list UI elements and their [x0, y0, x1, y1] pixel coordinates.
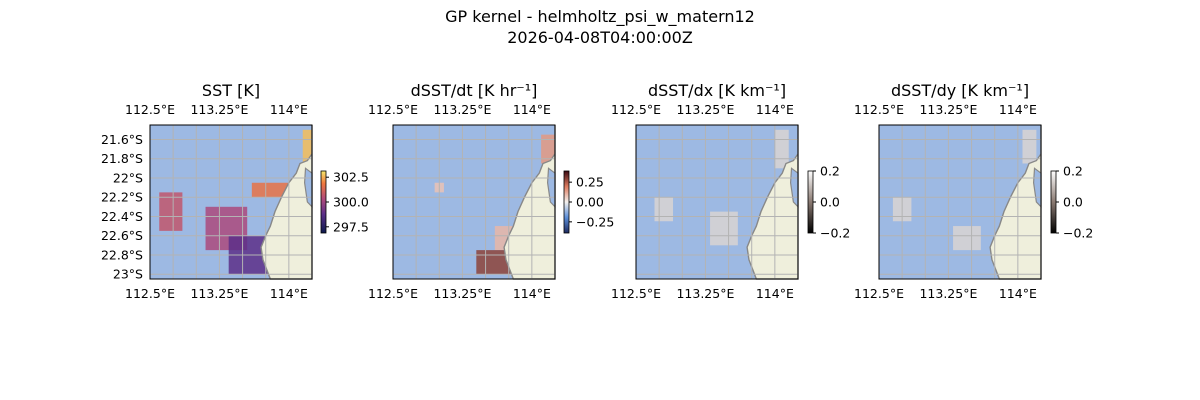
lat-tick-label: 22.2°S	[101, 190, 143, 205]
figure-subtitle: 2026-04-08T04:00:00Z	[507, 28, 693, 47]
panel-title: dSST/dx [K km⁻¹]	[648, 81, 786, 100]
lon-tick-label-bottom: 112.5°E	[611, 286, 661, 301]
chart-panel-3: dSST/dx [K km⁻¹] 112.5°E 112.5°E 113.25°E 11…	[611, 81, 850, 301]
lat-tick-label: 21.6°S	[101, 132, 143, 147]
data-patch	[953, 226, 981, 251]
colorbar	[320, 170, 327, 234]
panel-title: SST [K]	[202, 81, 260, 100]
colorbar-tick-label: 302.5	[333, 170, 369, 185]
lon-tick-label-bottom: 114°E	[513, 286, 551, 301]
colorbar-tick-label: −0.2	[820, 226, 850, 241]
land-area	[503, 125, 556, 280]
lon-tick-label-top: 112.5°E	[611, 102, 661, 117]
colorbar-tick-label: 0.00	[576, 195, 604, 210]
map-frame	[149, 124, 313, 280]
colorbar	[563, 170, 570, 234]
lon-tick-label-bottom: 114°E	[756, 286, 794, 301]
colorbar-tick-label: −0.2	[1063, 226, 1093, 241]
panel-title: dSST/dy [K km⁻¹]	[891, 81, 1029, 100]
chart-panel-4: dSST/dy [K km⁻¹] 112.5°E 112.5°E 113.25°E 11…	[854, 81, 1093, 301]
map-frame	[392, 124, 556, 280]
chart-panel-2: dSST/dt [K hr⁻¹] 112.5°E 112.5°E 113.25°E 11…	[368, 81, 614, 301]
panel-title: dSST/dt [K hr⁻¹]	[411, 81, 538, 100]
lon-tick-label-top: 114°E	[513, 102, 551, 117]
colorbar-tick-label: 0.2	[820, 164, 840, 179]
data-patch	[1022, 129, 1037, 164]
lon-tick-label-bottom: 114°E	[999, 286, 1037, 301]
data-patch	[710, 211, 738, 246]
land-area	[260, 125, 313, 280]
lon-tick-label-bottom: 113.25°E	[433, 286, 491, 301]
lon-tick-label-top: 113.25°E	[919, 102, 977, 117]
colorbar-tick-label: −0.25	[576, 214, 614, 229]
lon-tick-label-top: 114°E	[999, 102, 1037, 117]
lat-tick-label: 22°S	[113, 170, 143, 185]
data-patch	[541, 134, 555, 164]
figure-title: GP kernel - helmholtz_psi_w_matern12	[445, 7, 755, 27]
colorbar-tick-label: 297.5	[333, 219, 369, 234]
data-patch	[302, 129, 312, 169]
lon-tick-label-top: 113.25°E	[190, 102, 248, 117]
lon-tick-label-bottom: 112.5°E	[368, 286, 418, 301]
lon-tick-label-top: 112.5°E	[854, 102, 904, 117]
colorbar-tick-label: 0.2	[1063, 164, 1083, 179]
lon-tick-label-top: 114°E	[756, 102, 794, 117]
lon-tick-label-top: 113.25°E	[676, 102, 734, 117]
lon-tick-label-bottom: 112.5°E	[854, 286, 904, 301]
lat-tick-label: 22.6°S	[101, 228, 143, 243]
land-area	[746, 125, 799, 280]
land-area	[989, 125, 1042, 280]
lat-tick-label: 22.8°S	[101, 247, 143, 262]
data-patch	[159, 192, 183, 231]
data-patch	[251, 182, 289, 198]
lon-tick-label-bottom: 113.25°E	[919, 286, 977, 301]
lon-tick-label-bottom: 114°E	[270, 286, 308, 301]
colorbar-tick-label: 0.25	[576, 175, 604, 190]
colorbar-tick-label: 300.0	[333, 195, 369, 210]
colorbar	[1050, 170, 1057, 234]
chart-panel-1: SST [K] 112.5°E 112.5°E 113.25°E 113.25°E 114…	[101, 81, 369, 301]
lon-tick-label-bottom: 113.25°E	[676, 286, 734, 301]
lat-tick-label: 23°S	[113, 267, 143, 282]
colorbar	[807, 170, 814, 234]
colorbar-tick-label: 0.0	[1063, 195, 1083, 210]
colorbar-tick-label: 0.0	[820, 195, 840, 210]
lon-tick-label-bottom: 113.25°E	[190, 286, 248, 301]
map-frame	[878, 124, 1042, 280]
data-patch	[654, 197, 674, 222]
lon-tick-label-top: 114°E	[270, 102, 308, 117]
lon-tick-label-bottom: 112.5°E	[125, 286, 175, 301]
lat-tick-label: 21.8°S	[101, 151, 143, 166]
lon-tick-label-top: 113.25°E	[433, 102, 491, 117]
lon-tick-label-top: 112.5°E	[125, 102, 175, 117]
lat-tick-label: 22.4°S	[101, 209, 143, 224]
map-frame	[635, 124, 799, 280]
lon-tick-label-top: 112.5°E	[368, 102, 418, 117]
